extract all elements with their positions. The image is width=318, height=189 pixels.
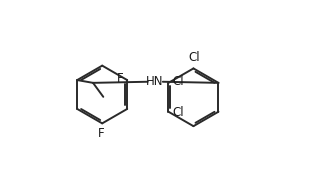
Text: HN: HN (146, 75, 163, 88)
Text: F: F (116, 72, 123, 85)
Text: Cl: Cl (189, 51, 200, 64)
Text: Cl: Cl (173, 75, 184, 88)
Text: Cl: Cl (173, 106, 184, 119)
Text: F: F (98, 127, 105, 140)
